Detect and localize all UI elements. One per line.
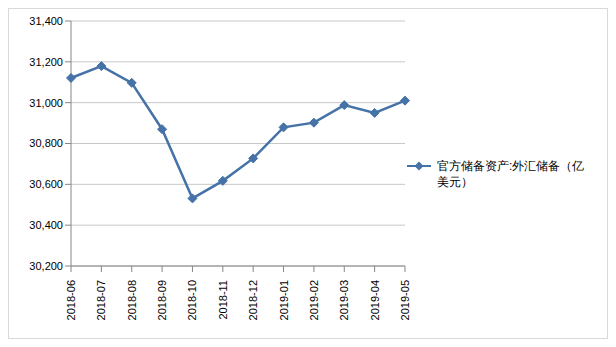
svg-text:30,200: 30,200 — [29, 260, 63, 272]
svg-text:31,200: 31,200 — [29, 56, 63, 68]
svg-text:2019-02: 2019-02 — [308, 280, 320, 320]
svg-text:30,400: 30,400 — [29, 219, 63, 231]
svg-text:2018-08: 2018-08 — [126, 280, 138, 320]
svg-text:2018-10: 2018-10 — [186, 280, 198, 320]
svg-text:31,000: 31,000 — [29, 97, 63, 109]
svg-text:2019-03: 2019-03 — [338, 280, 350, 320]
svg-text:2018-06: 2018-06 — [65, 280, 77, 320]
svg-text:30,800: 30,800 — [29, 137, 63, 149]
svg-text:2019-05: 2019-05 — [399, 280, 411, 320]
svg-text:2019-04: 2019-04 — [369, 280, 381, 320]
svg-text:2018-11: 2018-11 — [217, 280, 229, 320]
svg-text:30,600: 30,600 — [29, 178, 63, 190]
html-text:官方储备资产:外汇储备（亿美元）: 官方储备资产:外汇储备（亿美元） — [437, 158, 585, 189]
svg-text:2018-12: 2018-12 — [247, 280, 259, 320]
svg-text:2019-01: 2019-01 — [278, 280, 290, 320]
svg-text:2018-09: 2018-09 — [156, 280, 168, 320]
svg-text:31,400: 31,400 — [29, 15, 63, 27]
svg-text:2018-07: 2018-07 — [95, 280, 107, 320]
